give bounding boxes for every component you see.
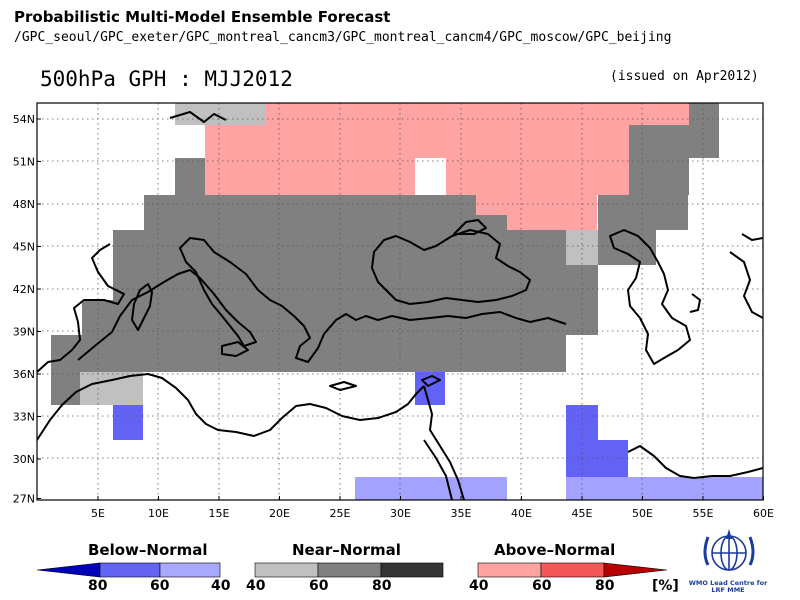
legend-near-tick: 80 [372, 578, 392, 594]
lon-label: 5E [91, 507, 105, 520]
lat-label: 39N [13, 326, 35, 339]
legend-below-tick: 40 [211, 578, 231, 594]
legend-above-tick: 80 [595, 578, 615, 594]
lon-label: 55E [693, 507, 714, 520]
latitude-labels: 54N 51N 48N 45N 42N 39N 36N 33N 30N 27N [13, 113, 35, 506]
lat-label: 45N [13, 241, 35, 254]
coastlines [37, 111, 763, 500]
shading-near-light [80, 103, 598, 405]
lon-label: 25E [330, 507, 351, 520]
lat-label: 54N [13, 113, 35, 126]
lat-label: 30N [13, 453, 35, 466]
legend-below-tick: 60 [150, 578, 170, 594]
legend-near-title: Near–Normal [292, 541, 401, 559]
legend-below-bar [36, 562, 221, 578]
legend-below-tick: 80 [88, 578, 108, 594]
lat-label: 48N [13, 198, 35, 211]
forecast-title: Probabilistic Multi-Model Ensemble Forec… [14, 8, 391, 26]
axis-ticks [37, 118, 764, 500]
legend-near-60 [317, 562, 382, 578]
lat-label: 27N [13, 493, 35, 506]
legend-above-60 [540, 562, 605, 578]
longitude-labels: 5E 10E 15E 20E 25E 30E 35E 40E 45E 50E 55E 60E [91, 507, 774, 520]
wmo-caption-line2: LRF MME [711, 586, 745, 594]
lon-label: 15E [209, 507, 230, 520]
legend-near-80 [380, 562, 444, 578]
legend-above-tick: 40 [469, 578, 489, 594]
lon-label: 40E [511, 507, 532, 520]
lon-label: 60E [753, 507, 774, 520]
wmo-caption-line1: WMO Lead Centre for [688, 579, 768, 587]
legend-below-60 [159, 562, 221, 578]
lat-label: 42N [13, 283, 35, 296]
lon-label: 50E [632, 507, 653, 520]
shading-white-gaps [415, 158, 446, 195]
legend-below-title: Below–Normal [88, 541, 208, 559]
variable-title: 500hPa GPH : MJJ2012 [40, 67, 293, 91]
legend-below-arrow [36, 562, 101, 578]
lon-label: 10E [148, 507, 169, 520]
legend-above-tick: 60 [532, 578, 552, 594]
legend-above-bar [477, 562, 668, 578]
graticule [37, 103, 763, 500]
legend-near-bar [254, 562, 444, 578]
wmo-caption: WMO Lead Centre for LRF MME [678, 580, 778, 594]
legend-unit: [%] [652, 578, 679, 594]
lat-label: 51N [13, 156, 35, 169]
wmo-emblem-icon [703, 529, 755, 571]
model-list: /GPC_seoul/GPC_exeter/GPC_montreal_cancm… [14, 30, 672, 45]
legend-above-title: Above–Normal [494, 541, 616, 559]
lat-label: 33N [13, 411, 35, 424]
lat-label: 36N [13, 368, 35, 381]
lon-label: 35E [451, 507, 472, 520]
legend-above-arrow [603, 562, 668, 578]
lon-label: 20E [269, 507, 290, 520]
shading-below [113, 372, 763, 500]
legend-above-40 [477, 562, 542, 578]
legend-near-40 [254, 562, 319, 578]
legend-near-tick: 40 [246, 578, 266, 594]
lon-label: 45E [572, 507, 593, 520]
issued-date: (issued on Apr2012) [610, 69, 759, 84]
legend-near-tick: 60 [309, 578, 329, 594]
lon-label: 30E [390, 507, 411, 520]
legend-below-80 [99, 562, 161, 578]
